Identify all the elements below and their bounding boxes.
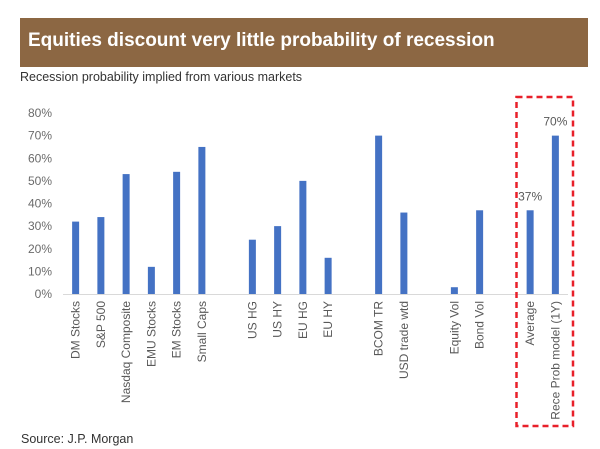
bar bbox=[450, 287, 458, 294]
x-tick-label: US HG bbox=[245, 301, 259, 339]
y-tick-label: 60% bbox=[28, 151, 52, 165]
y-tick-label: 80% bbox=[28, 106, 52, 120]
bar bbox=[147, 266, 155, 294]
bar bbox=[198, 146, 206, 294]
x-tick-label: Small Caps bbox=[195, 301, 209, 362]
y-tick-label: 70% bbox=[28, 129, 52, 143]
y-tick-label: 30% bbox=[28, 219, 52, 233]
bar bbox=[375, 135, 383, 294]
x-tick-label: Equity Vol bbox=[447, 301, 461, 354]
data-label: 70% bbox=[543, 115, 567, 129]
bar bbox=[248, 239, 256, 294]
x-tick-label: Nasdaq Composite bbox=[119, 301, 133, 403]
x-tick-label: Average bbox=[523, 301, 537, 346]
bar bbox=[526, 210, 534, 294]
bar bbox=[173, 171, 181, 294]
x-tick-label: Bond Vol bbox=[473, 301, 487, 349]
bar bbox=[122, 174, 130, 294]
y-tick-label: 50% bbox=[28, 174, 52, 188]
bar bbox=[324, 257, 332, 294]
x-tick-label: EU HY bbox=[321, 301, 335, 338]
chart-subtitle: Recession probability implied from vario… bbox=[20, 70, 303, 84]
bar bbox=[476, 210, 484, 294]
x-tick-label: Rece Prob model (1Y) bbox=[548, 301, 562, 420]
bars bbox=[72, 135, 559, 294]
x-tick-label: DM Stocks bbox=[69, 301, 83, 359]
highlight-box bbox=[515, 95, 575, 428]
bar bbox=[299, 180, 307, 294]
bar bbox=[72, 221, 80, 294]
x-tick-label: US HY bbox=[271, 301, 285, 338]
x-tick-label: EM Stocks bbox=[170, 301, 184, 358]
chart-title: Equities discount very little probabilit… bbox=[28, 30, 495, 51]
x-tick-label: USD trade wtd bbox=[397, 301, 411, 379]
bar bbox=[97, 217, 105, 294]
bar bbox=[400, 212, 408, 294]
y-tick-label: 0% bbox=[35, 287, 53, 301]
y-tick-label: 40% bbox=[28, 197, 52, 211]
data-label: 37% bbox=[518, 189, 542, 203]
x-axis-labels: DM Stocks S&P 500 Nasdaq Composite EMU Stoc… bbox=[69, 301, 563, 420]
title-banner: Equities discount very little probabilit… bbox=[20, 18, 588, 67]
y-tick-label: 10% bbox=[28, 264, 52, 278]
x-tick-label: EMU Stocks bbox=[144, 301, 158, 367]
data-labels: 37% 70% bbox=[518, 115, 568, 204]
y-axis: 0% 10% 20% 30% 40% 50% 60% 70% 80% bbox=[28, 106, 52, 301]
y-tick-label: 20% bbox=[28, 242, 52, 256]
x-tick-label: EU HG bbox=[296, 301, 310, 339]
x-tick-label: BCOM TR bbox=[372, 301, 386, 356]
source-note: Source: J.P. Morgan bbox=[21, 432, 134, 446]
x-tick-label: S&P 500 bbox=[94, 301, 108, 348]
bar bbox=[551, 135, 559, 294]
bar bbox=[274, 226, 282, 294]
